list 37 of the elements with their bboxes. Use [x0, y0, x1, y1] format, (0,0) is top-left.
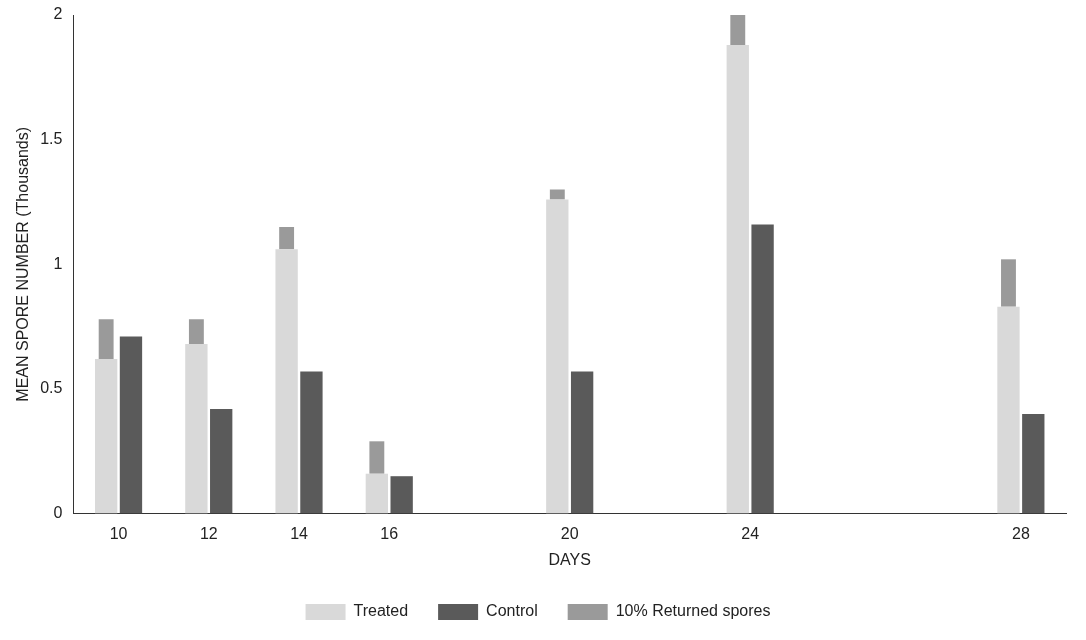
legend-label: Treated	[353, 602, 409, 620]
bar	[279, 226, 295, 250]
x-tick-label: 28	[1011, 524, 1030, 542]
bar	[369, 441, 385, 474]
bar	[185, 344, 208, 514]
bar	[549, 189, 565, 200]
bar	[94, 359, 118, 514]
bar	[188, 319, 204, 345]
bar	[300, 371, 323, 514]
x-axis-title: DAYS	[548, 550, 591, 568]
x-tick-label: 16	[380, 524, 399, 542]
bar	[546, 199, 569, 514]
y-tick-label: 1	[53, 254, 63, 272]
x-tick-label: 12	[199, 524, 218, 542]
bar	[210, 408, 233, 514]
y-tick-label: 1.5	[40, 130, 63, 148]
y-tick-label: 0.5	[40, 379, 63, 397]
bar	[751, 224, 774, 514]
bar	[365, 473, 389, 514]
bar	[119, 336, 143, 514]
x-tick-label: 10	[109, 524, 128, 542]
legend-label: 10% Returned spores	[615, 602, 771, 620]
y-tick-label: 2	[53, 5, 63, 23]
y-axis-title: MEAN SPORE NUMBER (Thousands)	[14, 126, 32, 402]
x-tick-label: 24	[741, 524, 760, 542]
bar	[1001, 259, 1016, 307]
x-tick-label: 20	[560, 524, 579, 542]
bar	[98, 319, 114, 360]
x-tick-label: 14	[290, 524, 309, 542]
bar	[275, 249, 298, 514]
y-tick-label: 0	[53, 504, 63, 522]
bar	[726, 44, 749, 514]
legend-label: Control	[486, 602, 538, 620]
bar	[997, 306, 1020, 514]
bar	[570, 371, 594, 514]
bar	[1022, 413, 1045, 514]
bar	[390, 476, 413, 514]
